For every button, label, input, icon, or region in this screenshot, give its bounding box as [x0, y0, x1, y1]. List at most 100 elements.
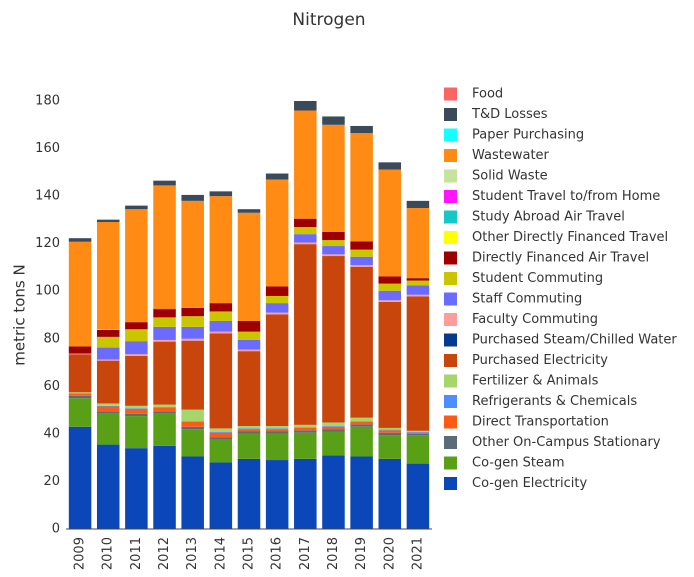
bar-segment [153, 309, 176, 317]
legend-label: Wastewater [472, 148, 550, 163]
x-tick-label: 2019 [354, 537, 369, 570]
bar-segment [125, 408, 148, 409]
bar-segment [210, 437, 233, 439]
bar-segment [125, 206, 148, 210]
bar-segment [379, 433, 402, 435]
bar-segment [266, 303, 289, 313]
bar-segment [210, 462, 233, 529]
bar-segment [210, 432, 233, 433]
legend-swatch [444, 334, 457, 347]
bar-segment [210, 196, 233, 303]
bar-segment [210, 433, 233, 438]
bar-segment [69, 393, 92, 395]
bar-segment [181, 422, 204, 427]
y-tick-label: 60 [43, 379, 60, 394]
bar-segment [322, 432, 345, 456]
legend-label: Study Abroad Air Travel [472, 210, 625, 225]
bar-segment [407, 296, 430, 430]
bar-segment [407, 434, 430, 435]
legend-swatch [444, 436, 457, 449]
bar-segment [238, 321, 261, 332]
bar-segment [407, 295, 430, 297]
bar-segment [153, 327, 176, 340]
bar-segment [407, 433, 430, 434]
bar-segment [181, 341, 204, 410]
bar-segment [350, 422, 373, 424]
bar-segment [125, 329, 148, 341]
bar-segment [210, 321, 233, 332]
legend-swatch [444, 313, 457, 326]
legend-label: Refrigerants & Chemicals [472, 394, 637, 409]
y-tick-label: 120 [35, 236, 60, 251]
legend-swatch [444, 354, 457, 367]
legend-swatch [444, 149, 457, 162]
bar-segment [322, 246, 345, 254]
bar-segment [153, 407, 176, 408]
x-tick-label: 2021 [410, 537, 425, 570]
chart-title: Nitrogen [292, 10, 365, 30]
x-tick-label: 2014 [213, 537, 228, 570]
bar-segment [350, 456, 373, 529]
x-tick-label: 2013 [185, 537, 200, 570]
bar-segment [153, 414, 176, 446]
x-tick-label: 2018 [326, 537, 341, 570]
legend-label: Paper Purchasing [472, 128, 584, 143]
bar-segment [181, 201, 204, 308]
bar-segment [266, 434, 289, 460]
y-tick-label: 180 [35, 94, 60, 109]
bar-segment [181, 410, 204, 422]
bar-segment [97, 414, 120, 445]
bar-segment [294, 219, 317, 227]
bar-segment [238, 429, 261, 431]
bar-segment [407, 201, 430, 208]
bar-segment [294, 427, 317, 428]
bar-segment [97, 337, 120, 348]
bar-segment [294, 101, 317, 111]
bar-segment [322, 232, 345, 240]
x-tick-label: 2009 [73, 537, 88, 570]
bar-segment [350, 126, 373, 133]
bar-segment [294, 430, 317, 432]
bar-segment [407, 464, 430, 529]
bar-segment [238, 340, 261, 350]
x-tick-label: 2017 [298, 537, 313, 570]
bar-segment [379, 428, 402, 430]
bar-segment [322, 254, 345, 256]
bar-segment [322, 256, 345, 422]
bar-segment [238, 349, 261, 351]
bar-segment [407, 432, 430, 433]
bar-segment [238, 432, 261, 434]
bar-segment [125, 356, 148, 406]
legend-label: Directly Financed Air Travel [472, 251, 649, 266]
bar-segment [379, 430, 402, 432]
bar-segment [97, 403, 120, 405]
bar-segment [407, 208, 430, 278]
bar-segment [350, 267, 373, 418]
legend-label: Direct Transportation [472, 415, 609, 430]
legend-label: Fertilizer & Animals [472, 374, 599, 389]
bar-segment [238, 459, 261, 529]
bar-segment [266, 174, 289, 180]
bar-segment [322, 116, 345, 124]
bar-segment [97, 361, 120, 404]
bar-segment [407, 431, 430, 432]
bar-segment [379, 435, 402, 459]
x-tick-label: 2010 [101, 537, 116, 570]
bar-segment [294, 428, 317, 430]
bar-segment [181, 316, 204, 327]
bar-segment [181, 429, 204, 456]
x-tick-label: 2012 [157, 537, 172, 570]
legend-swatch [444, 129, 457, 142]
bar-segment [125, 406, 148, 408]
bar-segment [125, 409, 148, 414]
bar-segment [97, 445, 120, 529]
legend-swatch [444, 477, 457, 490]
x-tick-label: 2015 [242, 537, 257, 570]
x-tick-label: 2020 [382, 537, 397, 570]
legend-swatch [444, 108, 457, 121]
legend-swatch [444, 457, 457, 470]
legend-swatch [444, 375, 457, 388]
bar-segment [69, 242, 92, 347]
bar-segment [379, 276, 402, 283]
bar-segment [350, 265, 373, 267]
